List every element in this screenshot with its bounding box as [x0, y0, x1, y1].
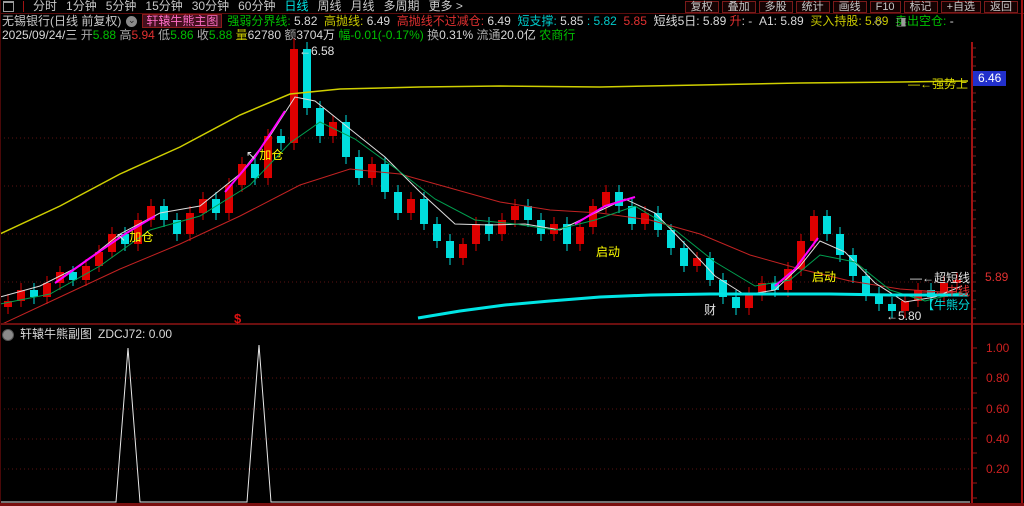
text-run: : - — [741, 14, 759, 28]
text-run: 5.85 — [623, 14, 654, 28]
text-run: 买入持股: 5.89 — [810, 14, 896, 28]
text-run: 5.88 — [208, 28, 236, 42]
period-tab-分时[interactable]: 分时 — [33, 0, 58, 13]
action-toolbar: 复权 叠加 多股 统计 画线 F10 标记 +自选 返回 — [684, 0, 1018, 13]
action-button-标记[interactable]: 标记 — [903, 0, 938, 13]
text-run: 6.49 — [487, 14, 518, 28]
text-run: 5.86 — [170, 28, 197, 42]
text-run: 0.31% — [439, 28, 477, 42]
toolbar-divider — [0, 13, 1024, 14]
text-run: 低 — [158, 28, 171, 42]
stock-title: 无锡银行(日线 前复权) — [2, 14, 122, 28]
main-indicator-chip[interactable]: 轩辕牛熊主图 — [142, 14, 223, 28]
chevron-down-icon[interactable]: ⌄ — [126, 14, 138, 27]
indicator-values: 强弱分界线: 5.82 高抛线: 6.49 高抛线不过减仓: 6.49 短支撑:… — [227, 14, 953, 28]
text-run: 开 — [80, 28, 93, 42]
text-run: 5.85 — [560, 14, 587, 28]
text-run: 高抛线: — [324, 14, 367, 28]
text-run: : 5.82 — [586, 14, 624, 28]
action-button-F10[interactable]: F10 — [869, 0, 901, 13]
indicator-icon[interactable] — [2, 328, 14, 341]
text-run: 农商行 — [539, 28, 576, 42]
window-bottom-border — [0, 503, 1024, 506]
text-run: 流通 — [476, 28, 501, 42]
period-toolbar: 分时 1分钟 5分钟 15分钟 30分钟 60分钟 日线 周线 月线 多周期 更多 > — [0, 0, 1024, 13]
text-run: 卖出空仓: — [895, 14, 950, 28]
text-run: 收 — [196, 28, 209, 42]
action-button-叠加[interactable]: 叠加 — [721, 0, 756, 13]
text-run: 6.49 — [366, 14, 397, 28]
text-run: 幅 — [338, 28, 351, 42]
text-run: 20.0亿 — [500, 28, 540, 42]
quote-row: 2025/09/24/三 开5.88 高5.94 低5.86 收5.88 量62… — [0, 28, 1024, 42]
text-run: 62780 — [247, 28, 285, 42]
action-button-多股[interactable]: 多股 — [758, 0, 793, 13]
period-tab-30分钟[interactable]: 30分钟 — [191, 0, 230, 13]
period-tab-1分钟[interactable]: 1分钟 — [66, 0, 97, 13]
window-left-border — [0, 0, 1, 506]
text-run: 5.88 — [92, 28, 120, 42]
text-run: 高 — [119, 28, 132, 42]
text-run: 量 — [235, 28, 248, 42]
period-tab-多周期[interactable]: 多周期 — [383, 0, 420, 13]
layout-icon[interactable]: ◨ — [896, 16, 907, 28]
text-run: 强弱分界线: — [227, 14, 295, 28]
text-run: 换 — [427, 28, 440, 42]
period-tab-周线[interactable]: 周线 — [317, 0, 342, 13]
window-right-border — [1021, 0, 1023, 506]
period-tab-5分钟[interactable]: 5分钟 — [105, 0, 137, 13]
subchart-title[interactable]: 轩辕牛熊副图 — [20, 327, 93, 341]
indicator-header-row: 无锡银行(日线 前复权) ⌄ 轩辕牛熊主图 强弱分界线: 5.82 高抛线: 6… — [0, 14, 1024, 28]
toolbar-separator — [23, 1, 24, 12]
text-run: 高抛线不过减仓: — [396, 14, 488, 28]
period-tab-15分钟[interactable]: 15分钟 — [145, 0, 183, 13]
text-run: 3704万 — [296, 28, 339, 42]
text-run: 升 — [729, 14, 742, 28]
period-tab-月线[interactable]: 月线 — [350, 0, 375, 13]
text-run: 短线5日: 5.89 — [653, 14, 730, 28]
period-tab-日线[interactable]: 日线 — [284, 0, 309, 13]
diamond-icon[interactable]: ◇ — [874, 16, 883, 28]
quote-values: 2025/09/24/三 开5.88 高5.94 低5.86 收5.88 量62… — [2, 28, 575, 42]
right-axis-line — [971, 42, 973, 503]
text-run: 5.94 — [131, 28, 159, 42]
action-button-统计[interactable]: 统计 — [795, 0, 830, 13]
period-tab-60分钟[interactable]: 60分钟 — [238, 0, 276, 13]
subchart-header: 轩辕牛熊副图 ZDCJ72: 0.00 — [2, 327, 172, 342]
text-run: - — [949, 14, 954, 28]
action-button-复权[interactable]: 复权 — [684, 0, 719, 13]
text-run: 额 — [284, 28, 297, 42]
panel-divider[interactable] — [0, 323, 1024, 325]
text-run: 2025/09/24/三 — [2, 28, 81, 42]
window-icon[interactable] — [3, 1, 14, 12]
action-button-+自选[interactable]: +自选 — [940, 0, 981, 13]
text-run: 5.82 — [294, 14, 325, 28]
period-tab-更多 >[interactable]: 更多 > — [428, 0, 463, 13]
action-button-返回[interactable]: 返回 — [984, 0, 1018, 13]
action-button-画线[interactable]: 画线 — [832, 0, 867, 13]
subchart-value: ZDCJ72: 0.00 — [98, 327, 173, 341]
text-run: 短支撑: — [517, 14, 561, 28]
text-run: A1: 5.89 — [758, 14, 811, 28]
text-run: -0.01(-0.17%) — [350, 28, 428, 42]
